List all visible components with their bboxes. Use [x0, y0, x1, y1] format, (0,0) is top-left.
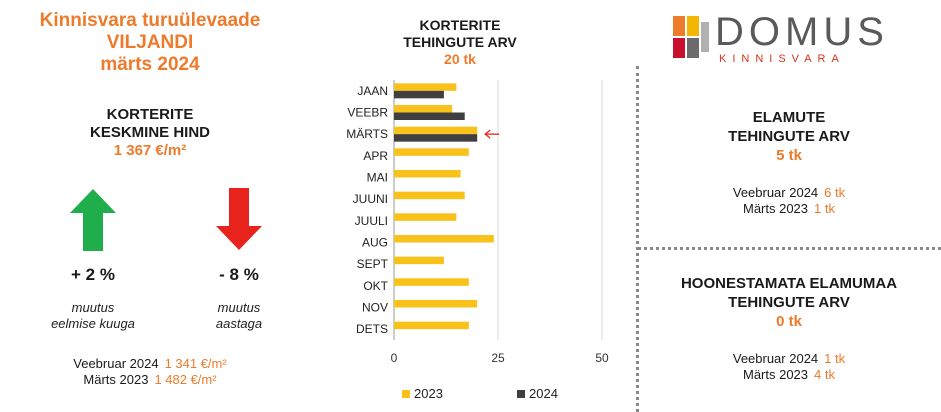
houses-compare-value: 1 tk: [814, 201, 835, 216]
bar-2023: [394, 213, 457, 221]
bar-2023: [394, 235, 494, 243]
price-compare-row: Märts 2023 1 482 €/m²: [0, 372, 300, 388]
vertical-divider: [636, 66, 639, 412]
arrow-down-icon: [216, 188, 262, 250]
report-title-line1: Kinnisvara turuülevaade: [39, 10, 261, 31]
houses-title-line1: ELAMUTE: [752, 109, 826, 126]
category-label: JUUNI: [353, 192, 388, 206]
monthly-change-note: muutus eelmise kuuga: [18, 300, 168, 332]
chart-title: KORTERITE TEHINGUTE ARV 20 tk: [360, 17, 560, 68]
land-compare-row: Veebruar 2024 1 tk: [639, 351, 939, 367]
category-label: MÄRTS: [346, 127, 388, 141]
domus-logo: DOMUS KINNISVARA: [673, 10, 913, 68]
x-tick-label: 25: [491, 351, 505, 365]
bar-2023: [394, 256, 444, 265]
category-label: OKT: [363, 279, 388, 293]
avg-price-title-line2: KESKMINE HIND: [89, 124, 210, 141]
legend-label: 2024: [529, 386, 558, 401]
category-label: JUULI: [355, 214, 388, 228]
houses-compare-label: Veebruar 2024: [732, 185, 819, 200]
houses-compare-label: Märts 2023: [742, 201, 809, 216]
chart-title-value: 20 tk: [444, 51, 476, 67]
houses-compare-row: Märts 2023 1 tk: [639, 201, 939, 217]
bar-2023: [394, 321, 469, 330]
yearly-change-note: muutus aastaga: [164, 300, 314, 332]
price-compare-label: Veebruar 2024: [73, 356, 159, 371]
category-label: MAI: [367, 171, 388, 185]
highlight-arrow-head-icon: [484, 129, 491, 139]
bar-2023: [394, 300, 478, 308]
price-compare-label: Märts 2023: [83, 372, 149, 387]
transactions-bar-chart: 0 25 50 JAAN VEEBR MÄRTS APR MAI JUUNI JUULI AUG SE…: [346, 80, 609, 401]
price-comparison: Veebruar 2024 1 341 €/m² Märts 2023 1 482 …: [0, 356, 300, 388]
arrow-up-icon: [70, 189, 116, 251]
land-title-line1: HOONESTAMATA ELAMUMAA: [680, 275, 898, 292]
houses-compare-value: 6 tk: [824, 185, 846, 200]
avg-price-title-line1: KORTERITE: [106, 106, 194, 123]
bar-2023: [394, 83, 457, 91]
bar-2023: [394, 278, 469, 286]
land-compare-row: Märts 2023 4 tk: [639, 367, 939, 383]
price-compare-value: 1 341 €/m²: [164, 356, 227, 371]
land-value: 0 tk: [776, 313, 802, 330]
category-label: DETS: [356, 322, 388, 336]
houses-block: ELAMUTE TEHINGUTE ARV 5 tk Veebruar 2024…: [639, 108, 939, 217]
bar-2024: [394, 134, 478, 142]
yearly-change-note-line2: aastaga: [215, 316, 263, 331]
x-tick-label: 50: [595, 351, 609, 365]
bar-2024: [394, 90, 444, 99]
land-compare-value: 4 tk: [814, 367, 835, 382]
logo-subtitle: KINNISVARA: [719, 53, 845, 65]
houses-value: 5 tk: [776, 147, 802, 164]
monthly-change-value: + 2 %: [71, 265, 115, 284]
bar-2023: [394, 148, 469, 156]
price-compare-row: Veebruar 2024 1 341 €/m²: [0, 356, 300, 372]
yearly-change-note-line1: muutus: [217, 300, 261, 315]
houses-compare-row: Veebruar 2024 6 tk: [639, 185, 939, 201]
x-tick-label: 0: [391, 351, 398, 365]
legend-swatch: [517, 390, 525, 398]
category-label: NOV: [362, 301, 388, 315]
houses-title-line2: TEHINGUTE ARV: [728, 128, 850, 145]
avg-price-block: KORTERITE KESKMINE HIND 1 367 €/m²: [0, 106, 300, 160]
category-label: VEEBR: [347, 106, 388, 120]
monthly-change-note-line1: muutus: [71, 300, 115, 315]
report-title-city: VILJANDI: [106, 32, 194, 53]
logo-mark-icon: [673, 16, 709, 58]
land-compare-value: 1 tk: [824, 351, 846, 366]
logo-word: DOMUS: [715, 10, 889, 54]
land-title-line2: TEHINGUTE ARV: [728, 294, 850, 311]
bar-2023: [394, 126, 478, 135]
bar-2024: [394, 112, 465, 120]
yearly-change-value: - 8 %: [219, 265, 259, 284]
land-compare-label: Märts 2023: [742, 367, 809, 382]
category-label: JAAN: [357, 84, 388, 98]
chart-title-line2: TEHINGUTE ARV: [403, 34, 517, 50]
bar-2023: [394, 191, 465, 200]
category-label: SEPT: [357, 257, 389, 271]
monthly-change-note-line2: eelmise kuuga: [51, 316, 135, 331]
bar-2023: [394, 105, 453, 113]
avg-price-value: 1 367 €/m²: [113, 142, 187, 159]
category-label: APR: [363, 149, 388, 163]
report-title: Kinnisvara turuülevaade VILJANDI märts 2…: [0, 10, 300, 76]
price-compare-value: 1 482 €/m²: [154, 372, 217, 387]
bar-2023: [394, 170, 461, 178]
horizontal-divider: [638, 247, 941, 250]
legend-label: 2023: [414, 386, 443, 401]
chart-title-line1: KORTERITE: [419, 17, 501, 33]
legend-swatch: [402, 390, 410, 398]
land-compare-label: Veebruar 2024: [732, 351, 819, 366]
category-label: AUG: [362, 236, 388, 250]
land-block: HOONESTAMATA ELAMUMAA TEHINGUTE ARV 0 tk…: [639, 274, 939, 383]
report-title-period: märts 2024: [100, 54, 200, 75]
